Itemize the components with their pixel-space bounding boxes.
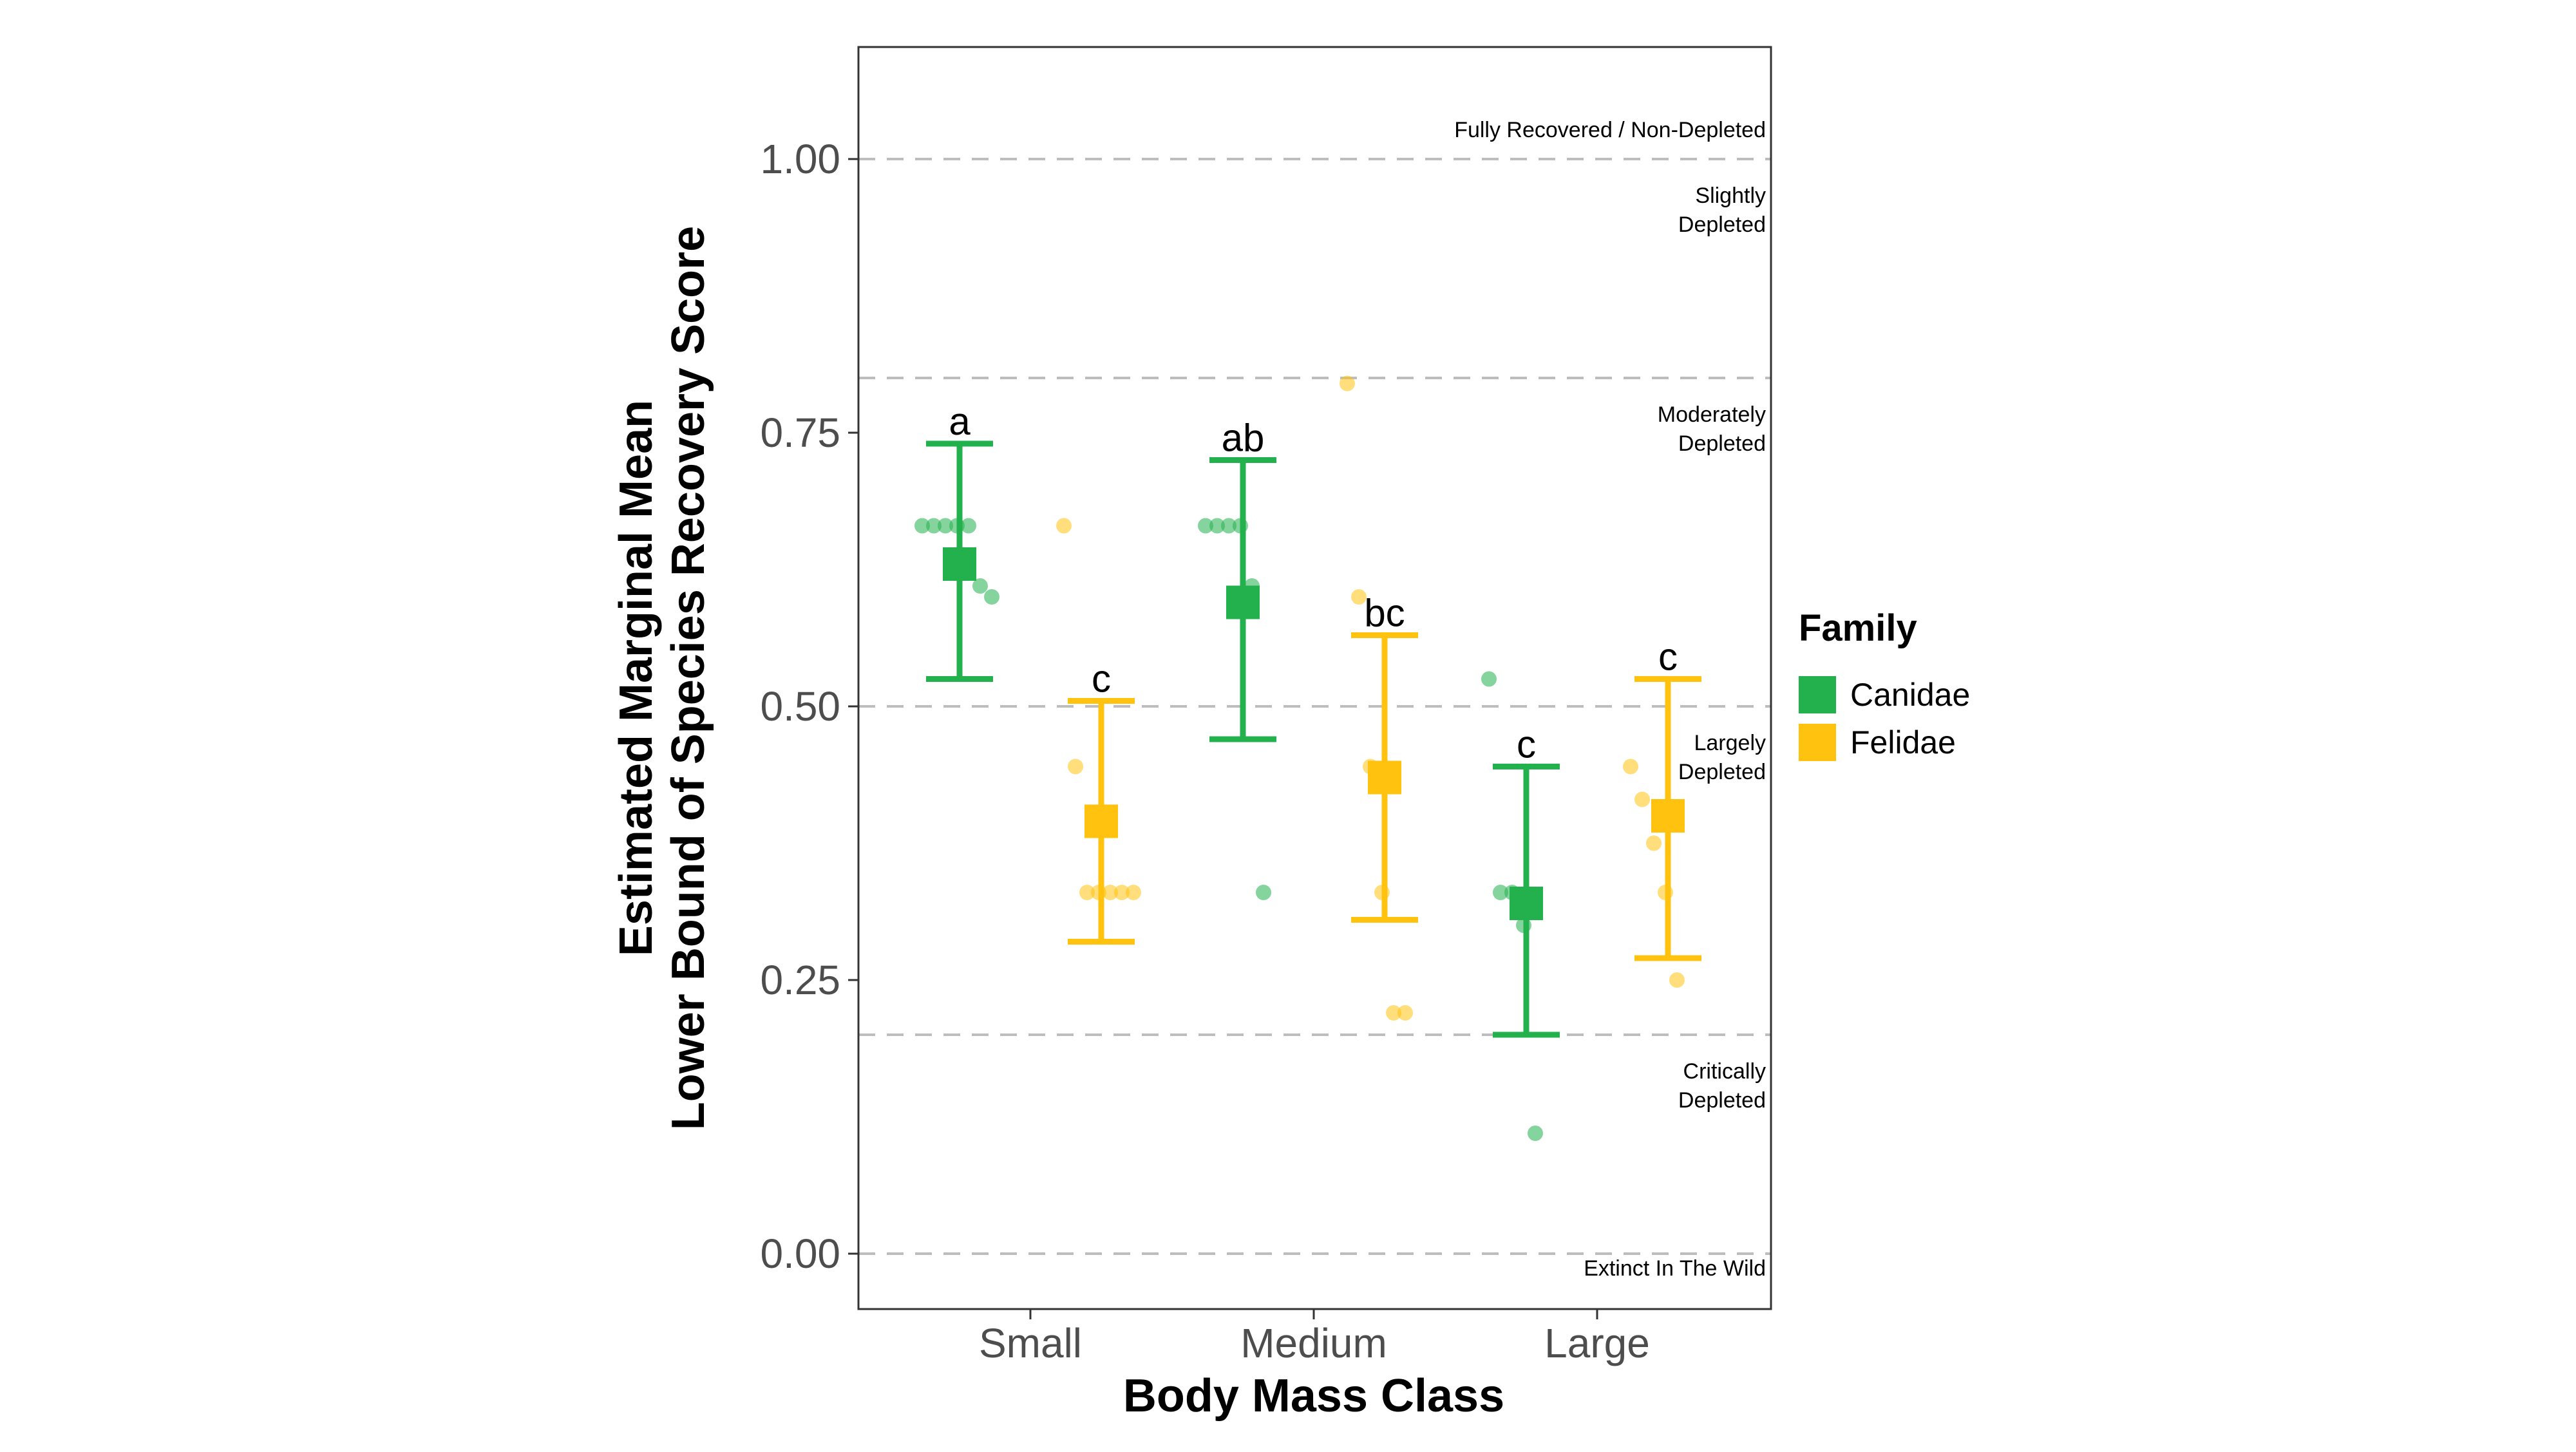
data-point-canidae bbox=[1221, 518, 1236, 534]
y-axis-title-line-1: Estimated Marginal Mean bbox=[611, 400, 662, 956]
data-point-canidae bbox=[1481, 671, 1497, 687]
y-axis-title-line-2: Lower Bound of Species Recovery Score bbox=[663, 226, 714, 1130]
data-point-felidae bbox=[1068, 759, 1083, 775]
emm-marker-felidae bbox=[1368, 760, 1401, 795]
data-point-canidae bbox=[1256, 885, 1271, 900]
data-point-canidae bbox=[938, 518, 953, 534]
data-point-canidae bbox=[1493, 885, 1508, 900]
significance-letter: c bbox=[1517, 723, 1536, 766]
data-point-canidae bbox=[961, 518, 976, 534]
data-point-felidae bbox=[1351, 589, 1367, 605]
y-tick-label: 0.25 bbox=[760, 957, 840, 1003]
depletion-label: Depleted bbox=[1678, 212, 1766, 237]
depletion-label: Extinct In The Wild bbox=[1584, 1256, 1766, 1281]
significance-letter: c bbox=[1658, 636, 1678, 679]
data-point-canidae bbox=[1528, 1126, 1543, 1141]
emm-marker-canidae bbox=[943, 547, 976, 581]
emm-marker-canidae bbox=[1510, 887, 1543, 920]
data-point-felidae bbox=[1114, 885, 1130, 900]
legend-title: Family bbox=[1799, 607, 1917, 649]
data-point-felidae bbox=[1646, 835, 1662, 851]
plot-panel-border bbox=[857, 46, 1772, 1310]
legend-key-canidae bbox=[1799, 676, 1836, 713]
significance-letter: bc bbox=[1364, 592, 1405, 635]
significance-letter: a bbox=[949, 400, 971, 443]
y-tick-label: 0.00 bbox=[760, 1230, 840, 1277]
x-tick-label: Small bbox=[979, 1320, 1082, 1366]
emm-marker-felidae bbox=[1651, 799, 1685, 833]
depletion-label: Depleted bbox=[1678, 1088, 1766, 1113]
depletion-label: Slightly bbox=[1695, 184, 1766, 208]
depletion-label: Moderately bbox=[1658, 402, 1766, 427]
data-point-felidae bbox=[1397, 1005, 1413, 1021]
x-tick-label: Medium bbox=[1240, 1320, 1387, 1366]
y-tick-label: 0.50 bbox=[760, 683, 840, 730]
data-point-felidae bbox=[1340, 375, 1355, 391]
emm-marker-felidae bbox=[1084, 804, 1118, 838]
depletion-label: Fully Recovered / Non-Depleted bbox=[1454, 118, 1766, 142]
legend-key-felidae bbox=[1799, 724, 1836, 761]
data-point-felidae bbox=[1103, 885, 1118, 900]
depletion-label: Largely bbox=[1694, 731, 1766, 755]
y-tick-label: 0.75 bbox=[760, 410, 840, 456]
data-point-canidae bbox=[1198, 518, 1213, 534]
data-point-canidae bbox=[984, 589, 999, 605]
data-point-felidae bbox=[1126, 885, 1141, 900]
data-point-felidae bbox=[1634, 791, 1650, 807]
legend: Family Canidae Felidae bbox=[1799, 607, 1970, 761]
depletion-label: Critically bbox=[1683, 1059, 1766, 1084]
significance-letter: ab bbox=[1222, 417, 1265, 460]
legend-label-canidae: Canidae bbox=[1850, 677, 1970, 713]
depletion-label: Depleted bbox=[1678, 431, 1766, 456]
y-tick-label: 1.00 bbox=[760, 136, 840, 182]
data-point-felidae bbox=[1623, 759, 1638, 775]
data-point-canidae bbox=[972, 578, 988, 594]
emm-marker-canidae bbox=[1226, 585, 1260, 619]
legend-label-felidae: Felidae bbox=[1850, 724, 1956, 760]
data-point-felidae bbox=[1079, 885, 1095, 900]
x-axis-title: Body Mass Class bbox=[1123, 1370, 1504, 1422]
data-point-canidae bbox=[926, 518, 942, 534]
x-tick-label: Large bbox=[1544, 1320, 1650, 1366]
data-point-felidae bbox=[1386, 1005, 1401, 1021]
data-point-canidae bbox=[914, 518, 930, 534]
significance-letter: c bbox=[1092, 657, 1111, 701]
data-point-canidae bbox=[1209, 518, 1225, 534]
depletion-label: Depleted bbox=[1678, 760, 1766, 784]
data-point-felidae bbox=[1669, 972, 1685, 988]
data-point-felidae bbox=[1056, 518, 1072, 534]
